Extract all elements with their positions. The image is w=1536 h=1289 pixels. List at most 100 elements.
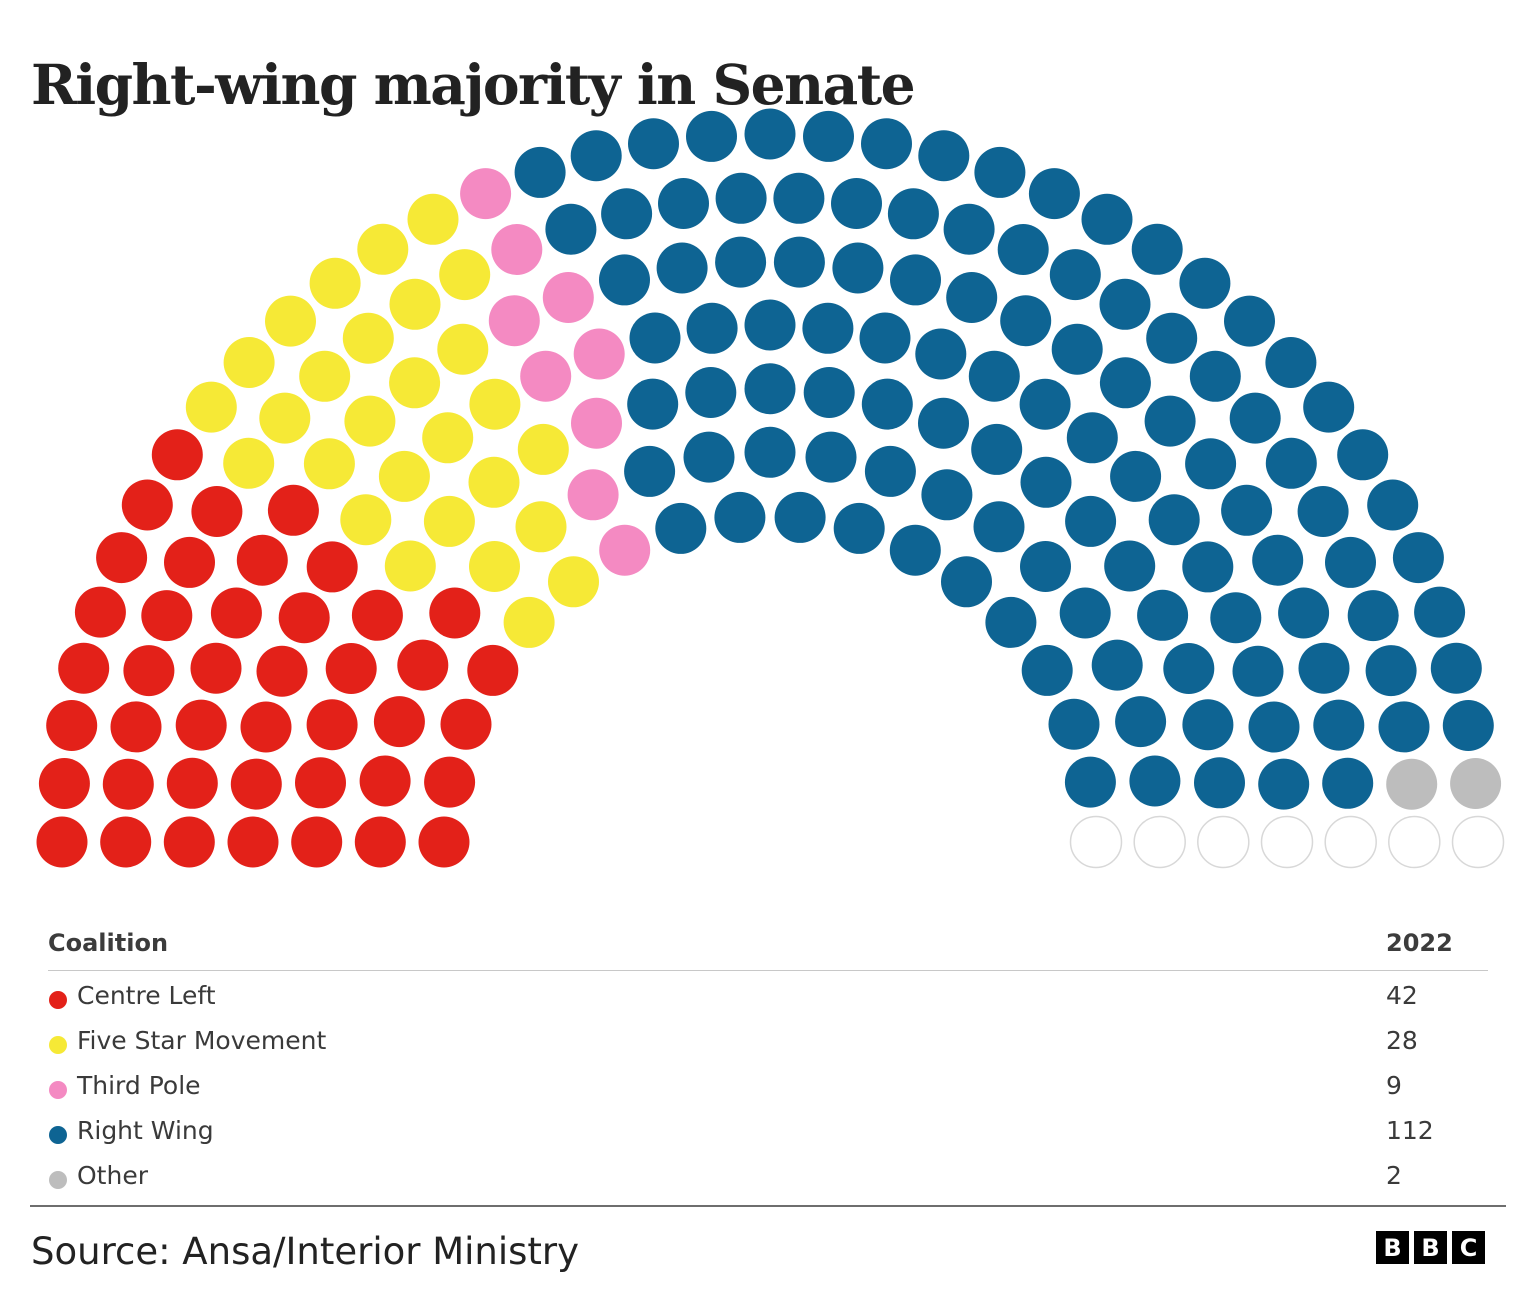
seat-right-wing bbox=[831, 178, 882, 229]
seat-five-star-movement bbox=[468, 456, 520, 508]
seat-centre-left bbox=[351, 589, 403, 641]
seat-right-wing bbox=[1099, 278, 1151, 330]
seat-right-wing bbox=[1137, 589, 1189, 641]
seat-right-wing bbox=[946, 272, 998, 323]
seat-centre-left bbox=[325, 643, 377, 694]
seat-five-star-movement bbox=[515, 501, 567, 553]
seat-undeclared bbox=[1324, 815, 1377, 869]
legend-seats: 112 bbox=[1386, 1116, 1434, 1145]
seat-right-wing bbox=[1099, 357, 1151, 409]
seat-right-wing bbox=[545, 203, 597, 255]
seat-right-wing bbox=[1182, 541, 1234, 593]
seat-right-wing bbox=[1367, 479, 1419, 531]
legend-seats: 2 bbox=[1386, 1161, 1402, 1190]
centre-left-swatch-icon bbox=[49, 991, 67, 1009]
seat-centre-left bbox=[164, 536, 215, 588]
seat-right-wing bbox=[803, 110, 854, 162]
seat-right-wing bbox=[773, 236, 825, 288]
seat-right-wing bbox=[1221, 484, 1273, 536]
seat-centre-left bbox=[236, 534, 288, 586]
seat-right-wing bbox=[685, 367, 737, 418]
seat-centre-left bbox=[230, 758, 282, 810]
seat-right-wing bbox=[997, 224, 1049, 275]
seat-right-wing bbox=[1347, 590, 1399, 642]
seat-right-wing bbox=[1252, 534, 1304, 586]
seat-five-star-movement bbox=[384, 540, 436, 592]
seat-centre-left bbox=[36, 816, 88, 868]
seat-centre-left bbox=[373, 696, 425, 748]
third-pole-swatch-icon bbox=[49, 1081, 67, 1099]
seat-five-star-movement bbox=[389, 278, 441, 330]
seat-right-wing bbox=[1194, 757, 1245, 809]
seat-right-wing bbox=[943, 203, 995, 255]
seat-right-wing bbox=[1049, 249, 1101, 301]
seat-right-wing bbox=[968, 350, 1020, 402]
seat-five-star-movement bbox=[223, 337, 275, 388]
seat-right-wing bbox=[941, 556, 992, 608]
seat-right-wing bbox=[973, 501, 1025, 553]
seat-centre-left bbox=[166, 757, 218, 809]
five-star-swatch-icon bbox=[49, 1036, 67, 1054]
seat-five-star-movement bbox=[259, 392, 311, 444]
seat-centre-left bbox=[175, 699, 227, 751]
seat-five-star-movement bbox=[503, 596, 555, 648]
seat-right-wing bbox=[915, 328, 967, 380]
seat-right-wing bbox=[627, 378, 679, 430]
legend-row-five-star: Five Star Movement 28 bbox=[48, 1016, 1488, 1061]
seat-right-wing bbox=[1081, 193, 1133, 245]
seat-right-wing bbox=[744, 363, 796, 415]
seat-right-wing bbox=[861, 378, 913, 430]
seat-five-star-movement bbox=[548, 556, 599, 608]
legend-row-third-pole: Third Pole 9 bbox=[48, 1061, 1488, 1106]
seat-right-wing bbox=[1051, 323, 1103, 375]
seat-right-wing bbox=[744, 108, 796, 160]
legend-label: Centre Left bbox=[77, 981, 216, 1010]
seat-right-wing bbox=[773, 172, 825, 224]
seat-right-wing bbox=[1020, 541, 1071, 592]
bbc-logo-letter: C bbox=[1452, 1231, 1485, 1264]
seat-centre-left bbox=[38, 758, 90, 809]
seat-right-wing bbox=[601, 188, 653, 240]
seat-third-pole bbox=[542, 272, 594, 323]
seat-five-star-movement bbox=[340, 494, 392, 546]
seat-right-wing bbox=[1189, 350, 1241, 402]
seat-right-wing bbox=[686, 302, 738, 354]
seat-centre-left bbox=[191, 486, 243, 537]
seat-right-wing bbox=[861, 118, 912, 170]
seat-five-star-movement bbox=[303, 438, 355, 490]
seat-right-wing bbox=[1110, 450, 1162, 502]
seat-five-star-movement bbox=[357, 223, 409, 275]
seat-right-wing bbox=[686, 110, 737, 162]
seat-five-star-movement bbox=[342, 312, 394, 364]
seat-centre-left bbox=[397, 639, 449, 691]
seat-third-pole bbox=[460, 168, 512, 220]
seat-centre-left bbox=[96, 532, 148, 584]
seat-right-wing bbox=[1028, 168, 1080, 220]
seat-right-wing bbox=[1378, 701, 1430, 753]
seat-right-wing bbox=[1224, 295, 1275, 347]
seat-right-wing bbox=[1232, 645, 1284, 697]
seat-five-star-movement bbox=[437, 323, 489, 375]
seat-centre-left bbox=[123, 645, 175, 697]
seat-five-star-movement bbox=[265, 295, 316, 347]
seat-right-wing bbox=[889, 524, 941, 576]
seat-right-wing bbox=[1115, 696, 1167, 748]
seat-centre-left bbox=[359, 755, 411, 807]
seat-right-wing bbox=[1064, 756, 1116, 808]
seat-centre-left bbox=[291, 816, 343, 868]
seat-right-wing bbox=[887, 188, 939, 240]
seat-five-star-movement bbox=[309, 257, 361, 309]
seat-right-wing bbox=[1229, 392, 1281, 444]
seat-centre-left bbox=[46, 700, 98, 751]
seat-right-wing bbox=[1265, 437, 1317, 489]
seat-right-wing bbox=[1442, 700, 1494, 751]
seat-right-wing bbox=[1325, 536, 1376, 588]
seat-right-wing bbox=[1430, 642, 1482, 694]
seat-five-star-movement bbox=[469, 541, 520, 592]
seat-undeclared bbox=[1451, 815, 1505, 869]
legend-label: Third Pole bbox=[77, 1071, 201, 1100]
legend-header: Coalition 2022 bbox=[48, 925, 1488, 971]
seat-right-wing bbox=[1365, 645, 1417, 697]
seat-right-wing bbox=[1148, 494, 1200, 546]
seat-right-wing bbox=[1185, 438, 1237, 490]
